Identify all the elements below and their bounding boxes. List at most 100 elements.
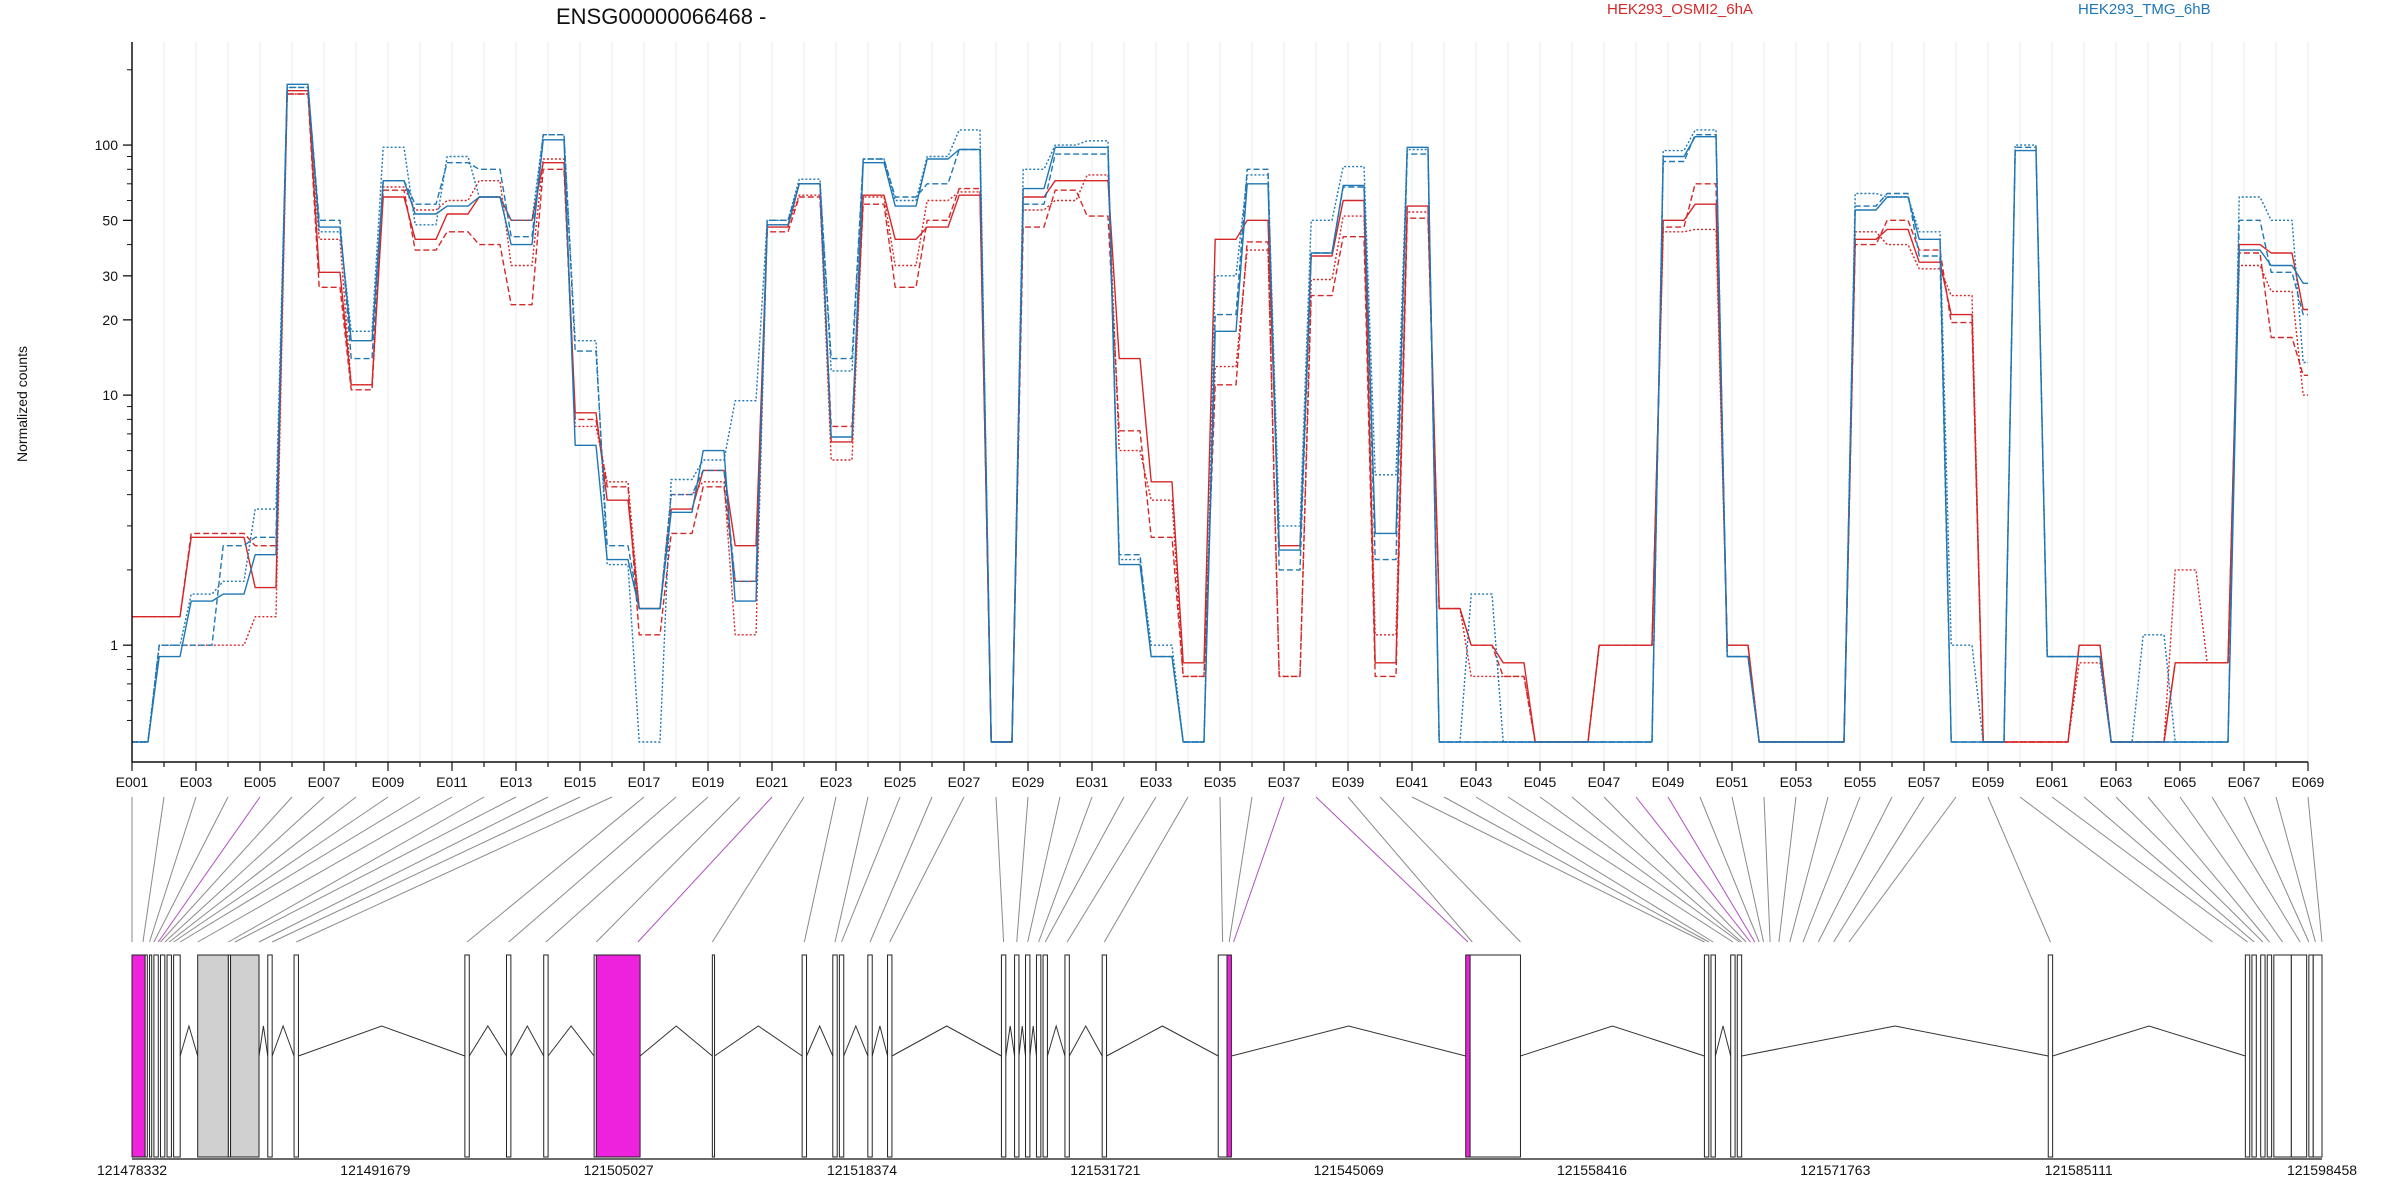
exon-connector xyxy=(153,796,229,943)
exon-tick-label: E051 xyxy=(1716,774,1749,790)
exon-tick-label: E005 xyxy=(244,774,277,790)
intron-line xyxy=(806,1024,834,1057)
exon-connector xyxy=(1778,796,1797,943)
exon-connector xyxy=(168,796,357,943)
exon-connector xyxy=(1635,796,1751,943)
legend-entry-osmi2: HEK293_OSMI2_6hA xyxy=(1607,1,1753,18)
exon-connector xyxy=(296,796,613,943)
exon-block xyxy=(293,954,299,1158)
intron-line xyxy=(2052,1025,2246,1057)
exon-block xyxy=(2312,954,2323,1158)
coordinate-label: 121491679 xyxy=(340,1162,410,1178)
exon-connector xyxy=(2179,796,2283,943)
exon-connector xyxy=(2115,796,2264,943)
exon-tick-label: E015 xyxy=(564,774,597,790)
exon-tick-label: E055 xyxy=(1844,774,1877,790)
y-tick-label: 50 xyxy=(102,212,118,228)
coordinate-label: 121571763 xyxy=(1800,1162,1870,1178)
exon-connector xyxy=(2211,796,2301,943)
exon-connector xyxy=(1027,796,1061,943)
exon-connector xyxy=(271,796,581,943)
exon-tick-label: E033 xyxy=(1140,774,1173,790)
exon-block xyxy=(832,954,838,1158)
exon-block xyxy=(1736,954,1743,1158)
exon-connector xyxy=(545,796,709,943)
exon-block xyxy=(505,954,512,1158)
exon-connector xyxy=(595,796,741,943)
exon-tick-label: E043 xyxy=(1460,774,1493,790)
exon-block xyxy=(2308,954,2314,1158)
exon-connector xyxy=(1038,796,1093,943)
exon-block xyxy=(131,954,146,1158)
exon-block xyxy=(2290,954,2308,1158)
exon-connector xyxy=(1475,796,1714,943)
intron-line xyxy=(1005,1025,1016,1057)
x-ticks: E001 E003 E005 E007 E009 E011 E013 E015 E017 E019… xyxy=(116,762,2325,790)
exon-connector xyxy=(841,796,901,943)
exon-block xyxy=(543,954,549,1158)
exon-tick-label: E045 xyxy=(1524,774,1557,790)
exon-block xyxy=(711,954,716,1158)
exon-tick-label: E009 xyxy=(372,774,405,790)
exon-connector xyxy=(2147,796,2270,943)
chart-title: ENSG00000066468 - xyxy=(556,4,766,29)
exon-tick-label: E041 xyxy=(1396,774,1429,790)
exon-connector xyxy=(1667,796,1756,943)
exon-connector xyxy=(803,796,837,943)
exon-block xyxy=(1000,954,1007,1158)
exon-connector xyxy=(142,796,165,943)
intron-line xyxy=(1068,1024,1103,1057)
exon-connector xyxy=(1731,796,1765,943)
exon-block xyxy=(887,954,893,1158)
exon-block xyxy=(1469,954,1521,1158)
exon-connector xyxy=(1763,796,1771,943)
intron-line xyxy=(891,1025,1002,1057)
exon-tick-label: E017 xyxy=(628,774,661,790)
exon-connector xyxy=(2307,796,2323,943)
exon-connector xyxy=(149,796,197,943)
exon-connector xyxy=(2083,796,2255,943)
exon-connector xyxy=(995,796,1005,943)
exon-connector xyxy=(1539,796,1740,943)
series-line xyxy=(132,93,2308,743)
exon-block xyxy=(159,954,166,1158)
exon-block xyxy=(1710,954,1716,1158)
exon-connector xyxy=(1699,796,1760,943)
exon-tick-label: E029 xyxy=(1012,774,1045,790)
exon-block xyxy=(2244,954,2251,1158)
exon-tick-label: E021 xyxy=(756,774,789,790)
exon-connector xyxy=(1103,796,1189,943)
exon-tick-label: E003 xyxy=(180,774,213,790)
intron-line xyxy=(1029,1025,1037,1057)
intron-line xyxy=(843,1024,869,1057)
exon-connector xyxy=(2243,796,2310,943)
exon-connector xyxy=(2275,796,2316,943)
exon-block xyxy=(2251,954,2257,1158)
y-axis-label: Normalized counts xyxy=(14,346,30,462)
exon-connector xyxy=(834,796,869,943)
exon-block xyxy=(144,954,148,1158)
exon-block xyxy=(464,954,470,1158)
exon-tick-label: E069 xyxy=(2292,774,2325,790)
exon-tick-label: E007 xyxy=(308,774,341,790)
intron-line xyxy=(258,1025,269,1057)
exon-connector xyxy=(1507,796,1734,943)
intron-line xyxy=(1741,1025,2049,1057)
exon-tick-label: E035 xyxy=(1204,774,1237,790)
exon-connector xyxy=(228,796,485,943)
exon-block xyxy=(1730,954,1736,1158)
exon-connector xyxy=(2019,796,2213,943)
exon-block xyxy=(149,954,153,1158)
exon-tick-label: E013 xyxy=(500,774,533,790)
exon-block xyxy=(173,954,181,1158)
exon-block xyxy=(1025,954,1031,1158)
exon-block xyxy=(2260,954,2266,1158)
exon-connector xyxy=(1044,796,1125,943)
exon-connector xyxy=(1219,796,1224,943)
intron-line xyxy=(510,1024,545,1057)
exon-connector xyxy=(1571,796,1742,943)
exon-connector xyxy=(160,796,293,943)
exon-connector xyxy=(197,796,453,943)
exon-connector xyxy=(1848,796,1957,943)
